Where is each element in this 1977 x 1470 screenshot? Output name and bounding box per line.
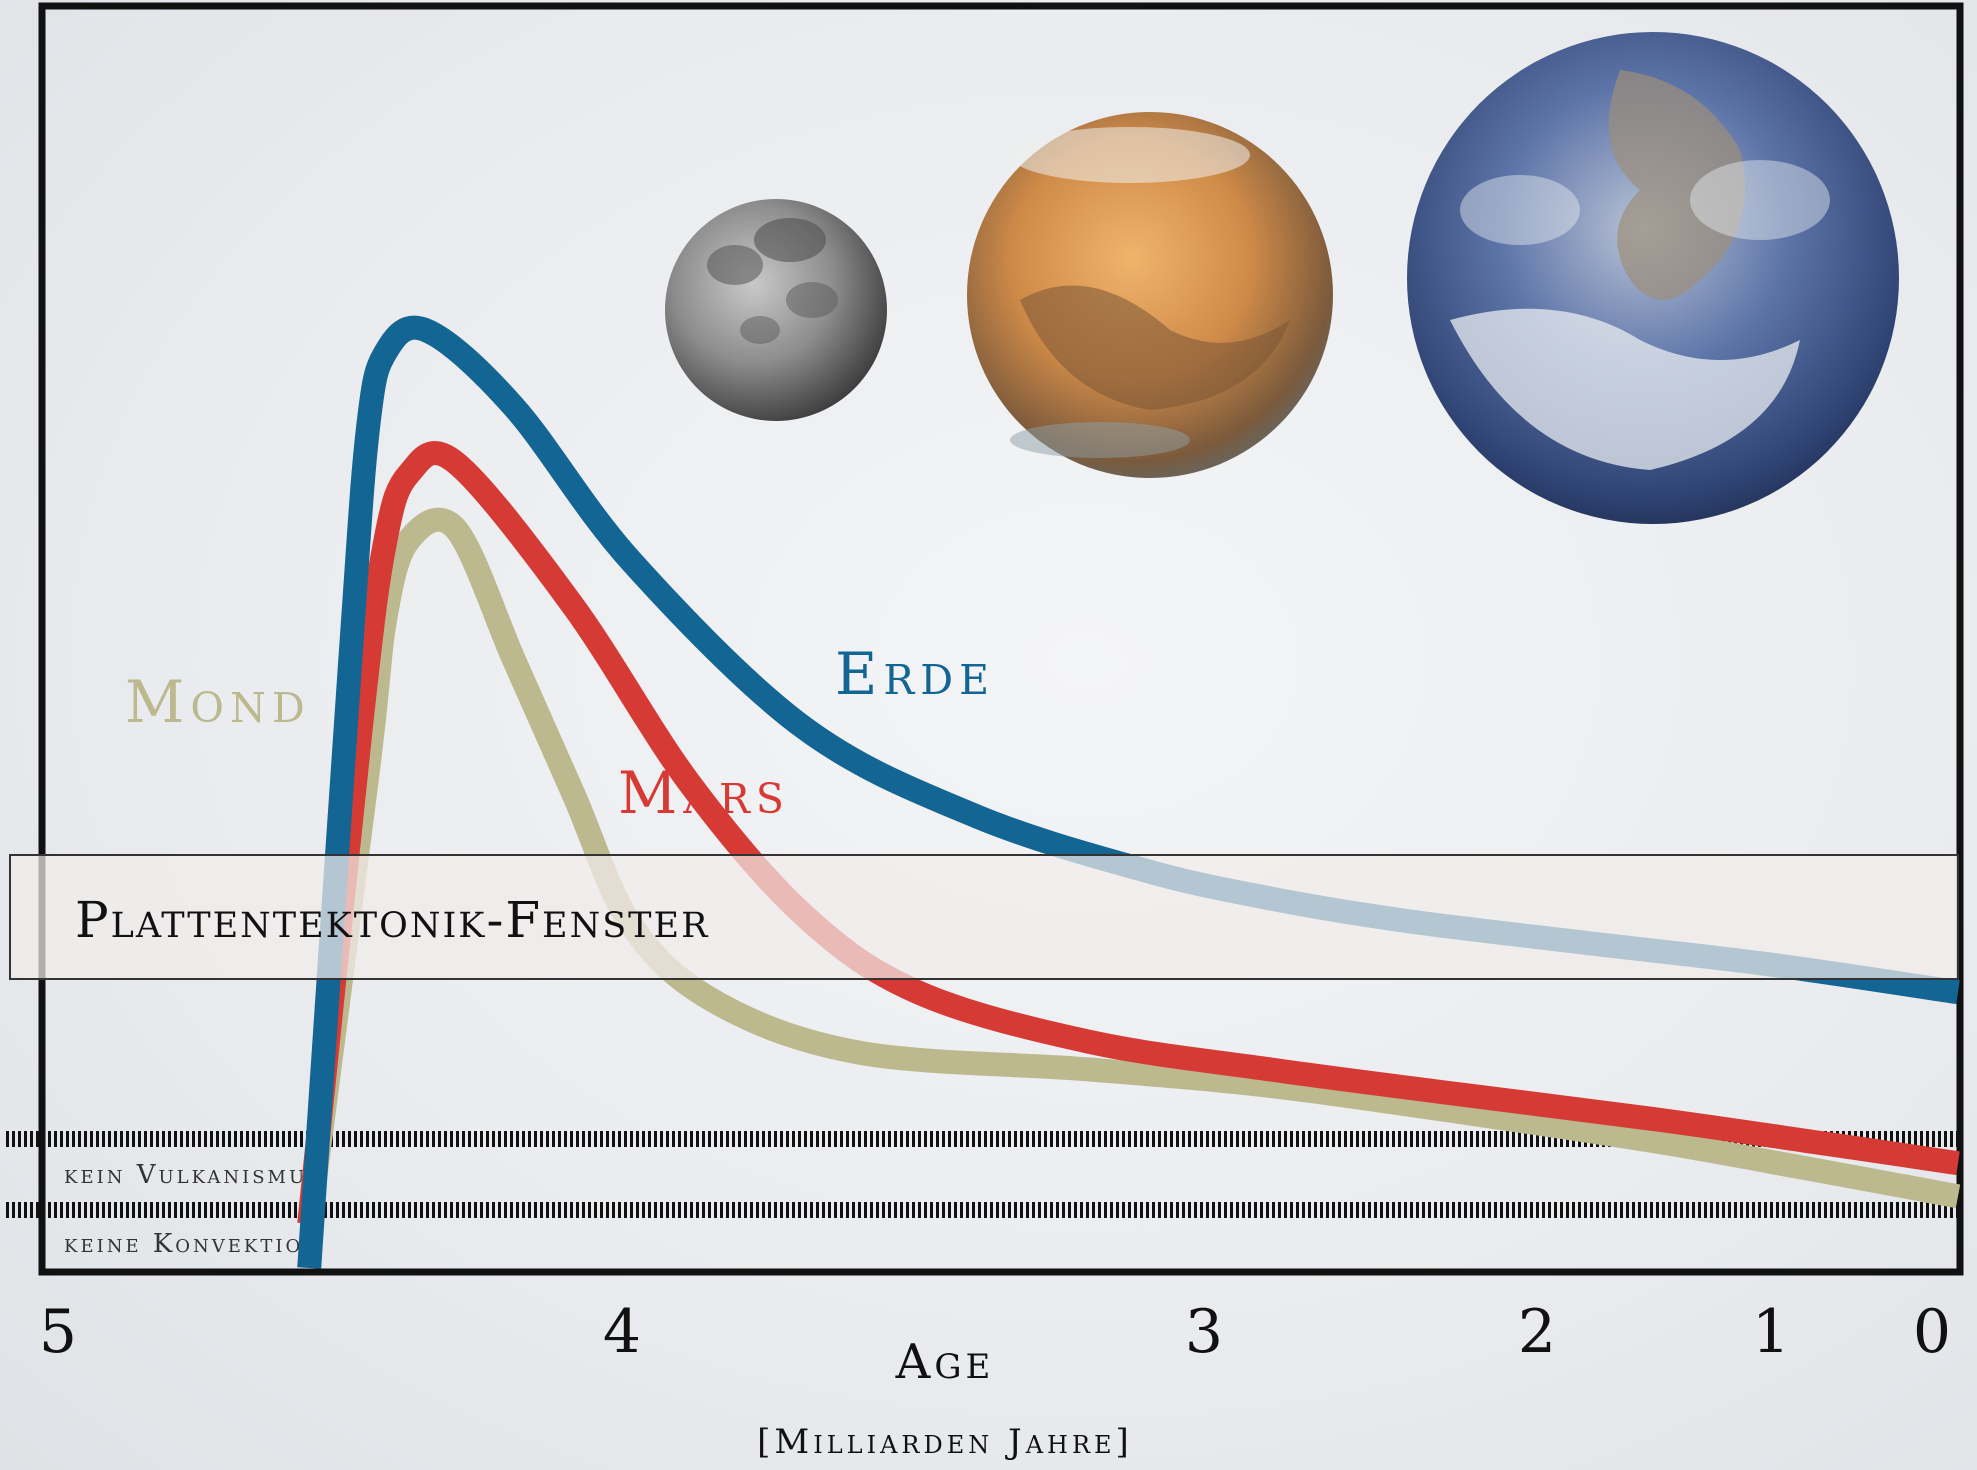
plot-frame (38, 2, 1964, 1276)
x-tick-label-3: 3 (1185, 1297, 1223, 1367)
x-axis-unit: [Milliarden Jahre] (757, 1422, 1133, 1462)
mars-image (967, 112, 1333, 478)
earth-image (1407, 32, 1899, 524)
x-tick-label-4: 4 (603, 1297, 641, 1367)
plate-tectonics-label: Plattentektonik-Fenster (75, 891, 709, 949)
moon-image (665, 199, 887, 421)
series-line-mars (297, 441, 1960, 1226)
x-tick-label-0: 0 (1913, 1297, 1951, 1367)
series-label-mars: Mars (618, 759, 790, 827)
series-label-erde: Erde (835, 640, 995, 708)
x-tick-label-1: 1 (1752, 1297, 1790, 1367)
plate-tectonics-band (9, 854, 1959, 980)
x-tick-label-2: 2 (1518, 1297, 1556, 1367)
x-axis-ticks: 5 4 3 2 1 0 (39, 1297, 1951, 1367)
threshold-lines: kein Vulkanismus keine Konvektion (6, 1131, 1957, 1259)
threshold-line-keine-konvektion (6, 1202, 1957, 1218)
x-tick-label-5: 5 (39, 1297, 77, 1367)
x-axis-title: Age (895, 1334, 995, 1390)
threshold-label-keine-konvektion: keine Konvektion (64, 1229, 322, 1259)
threshold-line-kein-vulkanismus (6, 1131, 1957, 1147)
series-label-mond: Mond (125, 668, 311, 736)
threshold-label-kein-vulkanismus: kein Vulkanismus (64, 1160, 322, 1190)
